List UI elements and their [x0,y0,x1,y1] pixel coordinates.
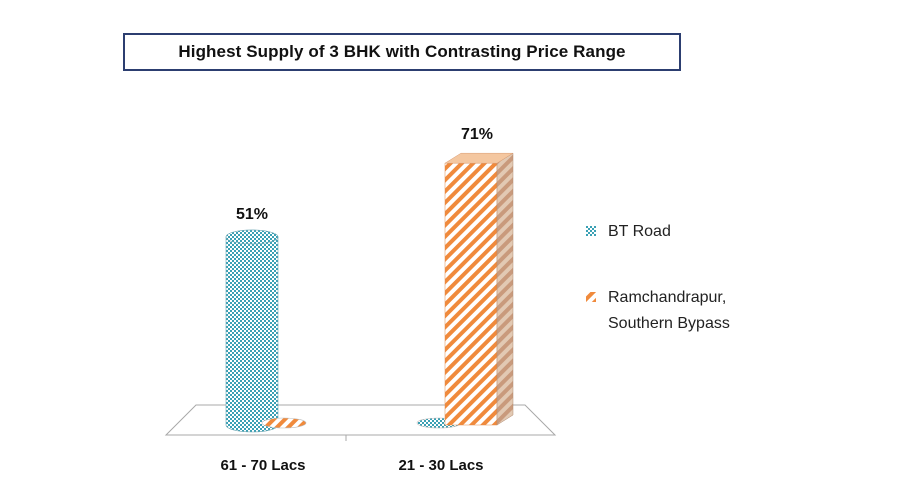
bar-zero-1-0 [261,417,307,429]
x-tick-label-1: 21 - 30 Lacs [398,457,483,474]
data-label-0-0: 51% [236,206,268,223]
legend: BT Road Ramchandrapur, Southern Bypass [586,223,730,332]
legend-swatch-0 [586,226,596,236]
bar-top-1-1 [444,152,514,164]
legend-label-0-0: BT Road [608,223,671,240]
legend-swatch-1 [586,292,596,302]
bar-group [225,152,514,433]
bar-0-0 [225,236,279,433]
bar-side-1-1 [496,152,514,426]
chart-title: Highest Supply of 3 BHK with Contrasting… [178,42,626,61]
legend-label-1-0: Ramchandrapur, [608,289,726,306]
chart-title-box: Highest Supply of 3 BHK with Contrasting… [123,33,681,71]
label-group: 51% 71% 61 - 70 Lacs 21 - 30 Lacs [220,126,493,474]
data-label-1-1: 71% [461,126,493,143]
bar-1-1 [444,162,498,426]
legend-label-1-1: Southern Bypass [608,315,730,332]
bar-top-0-0 [225,229,279,245]
x-tick-label-0: 61 - 70 Lacs [220,457,305,474]
